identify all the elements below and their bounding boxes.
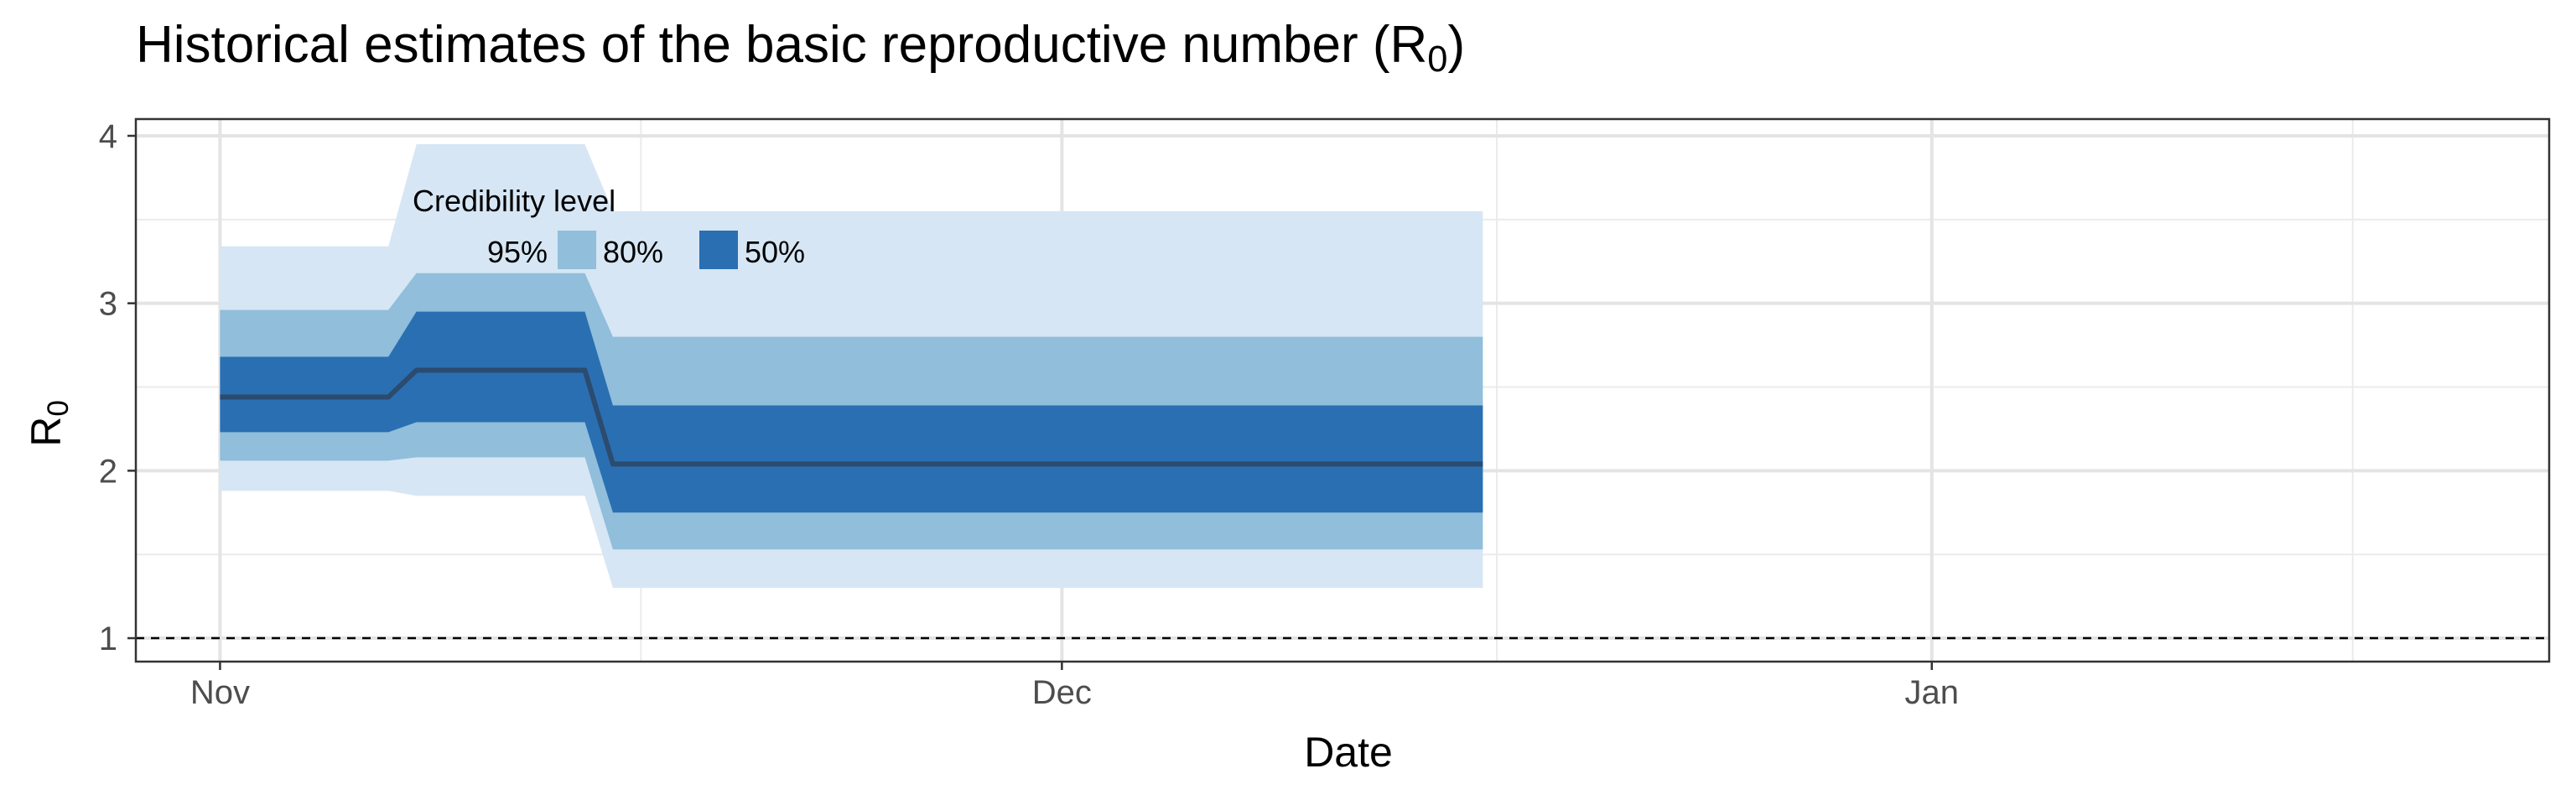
legend-swatch	[699, 231, 738, 269]
legend: Credibility level 95% 80% 50%	[413, 184, 805, 269]
legend-label: 95%	[487, 235, 548, 269]
y-tick-label: 4	[99, 118, 117, 155]
chart-title: Historical estimates of the basic reprod…	[136, 16, 1466, 80]
y-tick-label: 2	[99, 453, 117, 490]
x-axis-label: Date	[1304, 729, 1393, 776]
legend-label: 80%	[603, 235, 663, 269]
legend-label: 50%	[745, 235, 805, 269]
x-tick-label: Dec	[1032, 674, 1092, 711]
legend-swatch	[558, 231, 596, 269]
x-tick-label: Nov	[190, 674, 250, 711]
legend-swatch	[450, 231, 489, 269]
legend-title: Credibility level	[413, 184, 615, 218]
y-axis-label: R0	[23, 400, 75, 447]
panel-border	[134, 117, 2551, 663]
y-tick-label: 1	[99, 621, 117, 657]
x-tick-label: Jan	[1905, 674, 1960, 711]
y-tick-label: 3	[99, 286, 117, 323]
median-line	[220, 367, 1483, 467]
